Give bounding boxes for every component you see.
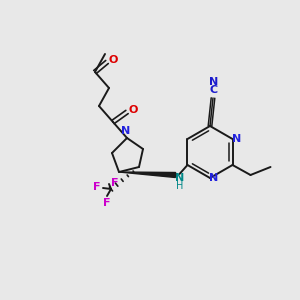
Text: N: N — [209, 77, 219, 87]
Text: N: N — [209, 173, 219, 183]
Text: N: N — [122, 126, 130, 136]
Text: O: O — [128, 105, 138, 115]
Polygon shape — [119, 172, 176, 178]
Text: H: H — [176, 181, 183, 191]
Text: F: F — [103, 198, 111, 208]
Text: N: N — [175, 173, 184, 183]
Text: N: N — [232, 134, 241, 144]
Text: F: F — [93, 182, 101, 192]
Text: F: F — [111, 178, 119, 188]
Text: O: O — [108, 55, 118, 65]
Text: C: C — [210, 85, 218, 95]
